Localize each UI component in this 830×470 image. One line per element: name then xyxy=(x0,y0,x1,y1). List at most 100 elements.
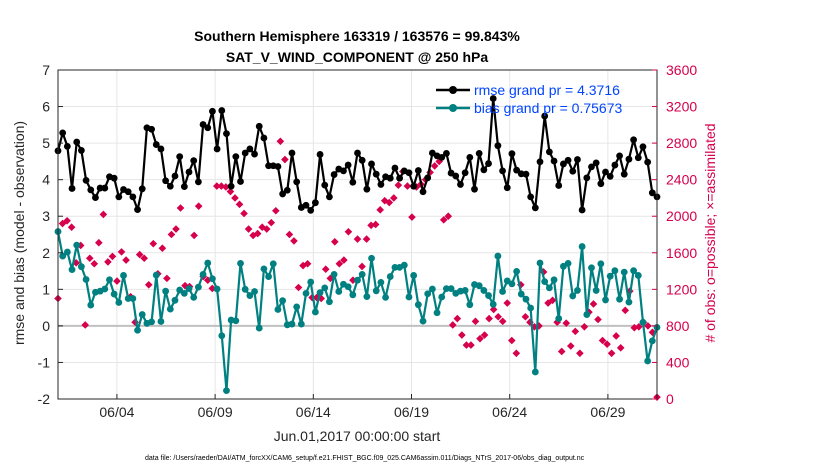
bias-point xyxy=(620,268,628,276)
assimilated-obs-point xyxy=(117,248,126,256)
bias-point xyxy=(555,315,563,322)
rmse-point xyxy=(82,176,90,184)
bias-point xyxy=(106,276,113,284)
rmse-point xyxy=(363,185,371,193)
bias-point xyxy=(597,260,605,268)
bias-point xyxy=(578,243,586,250)
bias-point xyxy=(536,259,544,267)
assimilated-obs-point xyxy=(535,322,543,330)
right-tick-label: 800 xyxy=(666,318,690,334)
assimilated-obs-point xyxy=(331,238,339,246)
x-axis-label: Jun.01,2017 00:00:00 start xyxy=(274,428,441,444)
bias-point xyxy=(639,318,647,326)
assimilated-obs-point xyxy=(476,334,484,343)
bias-point xyxy=(527,304,535,312)
bias-point xyxy=(574,287,581,294)
right-y-axis-label: # of obs: o=possible; ×=assimilated xyxy=(702,123,718,342)
assimilated-obs-point xyxy=(253,229,262,238)
bias-point xyxy=(321,284,329,292)
rmse-point xyxy=(522,170,530,178)
bias-point xyxy=(316,289,324,297)
rmse-point xyxy=(452,172,460,180)
rmse-point xyxy=(569,167,577,175)
bias-point xyxy=(443,285,450,293)
bias-point xyxy=(358,270,366,278)
bias-point xyxy=(82,276,90,283)
assimilated-obs-point xyxy=(244,225,253,233)
bias-point xyxy=(630,267,638,275)
assimilated-obs-point xyxy=(616,344,625,352)
bias-point xyxy=(344,283,352,291)
rmse-point xyxy=(246,145,254,153)
left-tick-label: 6 xyxy=(42,99,50,115)
assimilated-obs-point xyxy=(222,183,230,191)
assimilated-obs-point xyxy=(444,212,453,221)
bias-point xyxy=(588,264,595,272)
rmse-point xyxy=(176,153,184,161)
bias-point xyxy=(199,270,207,278)
bias-point xyxy=(475,282,483,290)
assimilated-obs-point xyxy=(85,254,94,263)
rmse-point xyxy=(606,172,614,180)
bias-point xyxy=(307,278,315,286)
rmse-point xyxy=(283,186,291,194)
rmse-point xyxy=(648,189,656,197)
rmse-point xyxy=(110,174,118,182)
assimilated-obs-point xyxy=(453,314,462,323)
bias-point xyxy=(101,285,109,293)
legend-bias-marker xyxy=(449,104,457,112)
left-y-axis-label: rmse and bias (model - observation) xyxy=(11,121,27,345)
bias-point xyxy=(368,254,375,262)
rmse-point xyxy=(625,155,633,163)
bias-point xyxy=(550,276,558,284)
assimilated-obs-point xyxy=(163,274,171,283)
bias-point xyxy=(517,290,525,298)
bias-point xyxy=(120,272,127,279)
bias-point xyxy=(326,298,333,306)
left-tick-label: -1 xyxy=(38,354,51,370)
assimilated-obs-point xyxy=(594,315,602,324)
rmse-point xyxy=(77,147,85,154)
assimilated-obs-point xyxy=(63,216,71,225)
rmse-point xyxy=(438,153,446,161)
rmse-point xyxy=(237,178,244,185)
rmse-point xyxy=(499,167,506,175)
bias-point xyxy=(293,303,301,311)
assimilated-obs-point xyxy=(135,250,144,259)
bias-point xyxy=(134,326,141,334)
assimilated-obs-point xyxy=(430,162,439,170)
rmse-point xyxy=(227,182,235,190)
rmse-point xyxy=(138,185,146,193)
chart-subtitle: SAT_V_WIND_COMPONENT @ 250 hPa xyxy=(226,49,489,65)
bias-point xyxy=(583,311,591,318)
bias-point xyxy=(265,273,272,280)
bias-point xyxy=(405,293,413,301)
assimilated-obs-point xyxy=(557,347,566,356)
rmse-point xyxy=(419,188,427,196)
assimilated-obs-point xyxy=(172,225,180,233)
assimilated-obs-point xyxy=(512,349,521,358)
bias-point xyxy=(241,285,249,293)
assimilated-obs-point xyxy=(467,341,475,349)
bias-point xyxy=(87,301,95,309)
bias-point xyxy=(354,276,361,284)
assimilated-obs-point xyxy=(498,317,507,326)
bias-point xyxy=(330,270,338,278)
assimilated-obs-point xyxy=(576,349,584,358)
bias-point xyxy=(461,287,469,294)
data-file-footer: data file: /Users/raeder/DAI/ATM_forcXX/… xyxy=(145,455,585,462)
bias-point xyxy=(400,261,408,269)
legend-bias-label: bias grand pr = 0.75673 xyxy=(474,100,622,116)
assimilated-obs-point xyxy=(108,252,117,261)
rmse-point xyxy=(152,141,160,148)
bias-point xyxy=(414,301,422,309)
bias-point xyxy=(611,267,619,275)
rmse-point xyxy=(59,129,67,137)
bias-point xyxy=(494,252,502,260)
rmse-point xyxy=(616,152,623,160)
right-tick-label: 400 xyxy=(666,354,690,370)
rmse-point xyxy=(344,161,352,169)
rmse-point xyxy=(162,177,170,185)
assimilated-obs-point xyxy=(208,284,217,293)
assimilated-obs-point xyxy=(321,265,330,274)
